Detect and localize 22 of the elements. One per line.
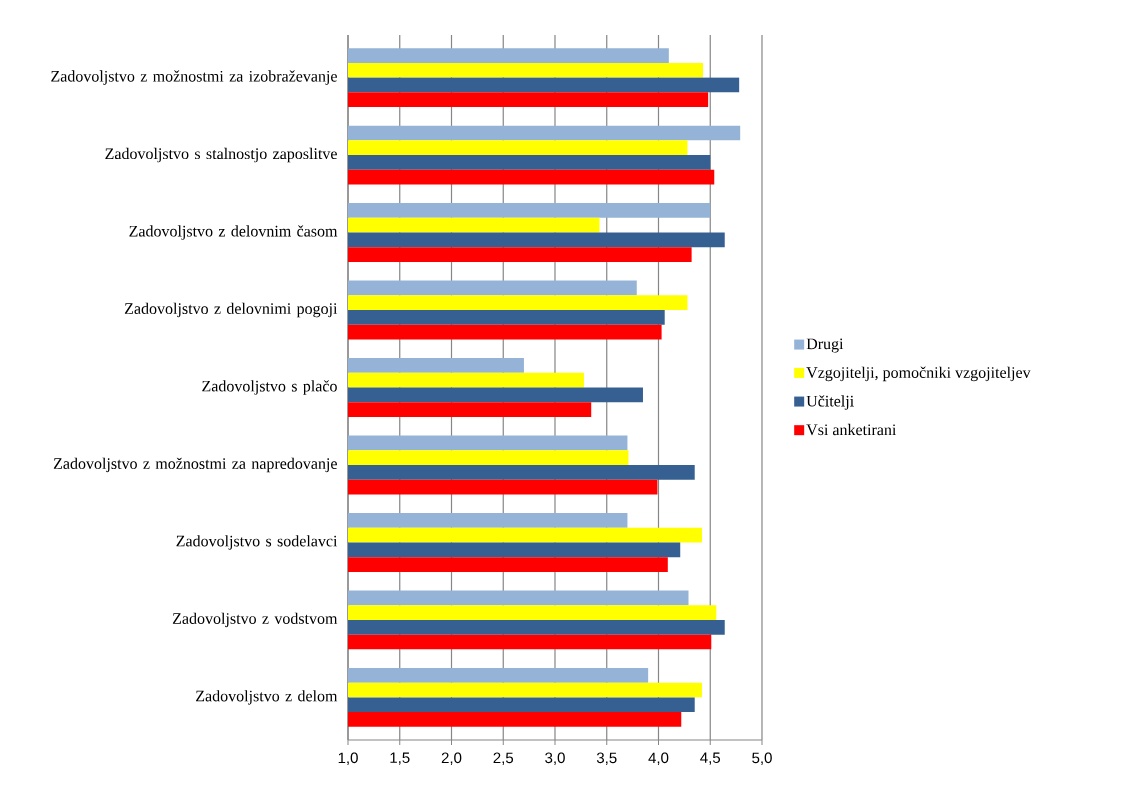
x-tick-label: 4,5	[700, 752, 721, 765]
legend-label: Učitelji	[806, 395, 854, 410]
y-tick-label: Zadovoljstvo s sodelavci	[176, 535, 338, 550]
y-tick-label: Zadovoljstvo z možnostmi za izobraževanje	[51, 70, 337, 85]
legend-label: Vzgojitelji, pomočniki vzgojiteljev	[806, 366, 1031, 382]
x-tick-label: 4,0	[648, 752, 669, 765]
x-tick-label: 1,5	[390, 752, 410, 765]
x-tick-label: 2,5	[493, 752, 514, 765]
x-tick-label: 1,0	[338, 752, 358, 765]
y-tick-label: Zadovoljstvo z delovnimi pogoji	[124, 302, 338, 318]
y-tick-label: Zadovoljstvo z vodstvom	[172, 612, 338, 628]
x-tick-label: 2,0	[441, 752, 462, 765]
y-tick-label: Zadovoljstvo z možnostmi za napredovanje	[53, 457, 337, 473]
legend-label: Vsi anketirani	[806, 423, 897, 436]
y-tick-label: Zadovoljstvo s stalnostjo zaposlitve	[105, 147, 337, 163]
y-tick-label: Zadovoljstvo z delovnim časom	[129, 225, 338, 240]
y-tick-label: Zadovoljstvo s plačo	[202, 380, 337, 395]
x-tick-label: 5,0	[752, 752, 772, 765]
x-tick-label: 3,0	[545, 752, 565, 765]
x-tick-label: 3,5	[596, 752, 617, 765]
y-tick-label: Zadovoljstvo z delom	[196, 690, 338, 705]
legend-label: Drugi	[806, 338, 844, 353]
